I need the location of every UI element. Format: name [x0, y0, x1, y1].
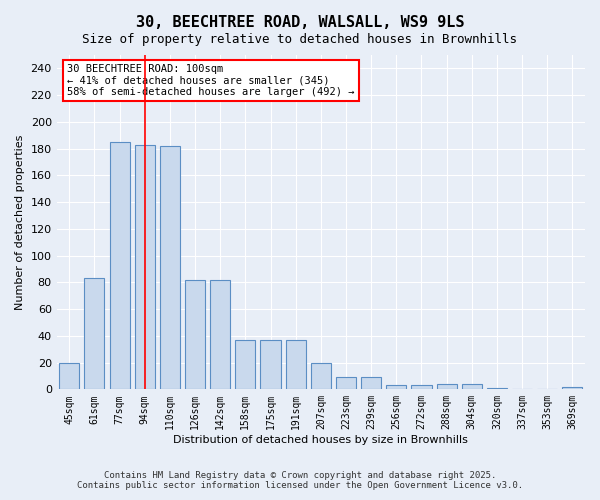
Bar — [59, 362, 79, 390]
Bar — [110, 142, 130, 390]
Text: 30, BEECHTREE ROAD, WALSALL, WS9 9LS: 30, BEECHTREE ROAD, WALSALL, WS9 9LS — [136, 15, 464, 30]
Text: Size of property relative to detached houses in Brownhills: Size of property relative to detached ho… — [83, 32, 517, 46]
Bar — [361, 378, 381, 390]
Bar — [487, 388, 507, 390]
X-axis label: Distribution of detached houses by size in Brownhills: Distribution of detached houses by size … — [173, 435, 468, 445]
Text: 30 BEECHTREE ROAD: 100sqm
← 41% of detached houses are smaller (345)
58% of semi: 30 BEECHTREE ROAD: 100sqm ← 41% of detac… — [67, 64, 355, 97]
Bar — [235, 340, 256, 390]
Y-axis label: Number of detached properties: Number of detached properties — [15, 134, 25, 310]
Bar — [336, 378, 356, 390]
Bar — [311, 362, 331, 390]
Bar — [210, 280, 230, 390]
Bar — [412, 386, 431, 390]
Bar — [185, 280, 205, 390]
Bar — [462, 384, 482, 390]
Bar — [85, 278, 104, 390]
Bar — [134, 144, 155, 390]
Bar — [160, 146, 180, 390]
Bar — [562, 386, 583, 390]
Bar — [437, 384, 457, 390]
Text: Contains HM Land Registry data © Crown copyright and database right 2025.
Contai: Contains HM Land Registry data © Crown c… — [77, 470, 523, 490]
Bar — [260, 340, 281, 390]
Bar — [286, 340, 306, 390]
Bar — [386, 386, 406, 390]
